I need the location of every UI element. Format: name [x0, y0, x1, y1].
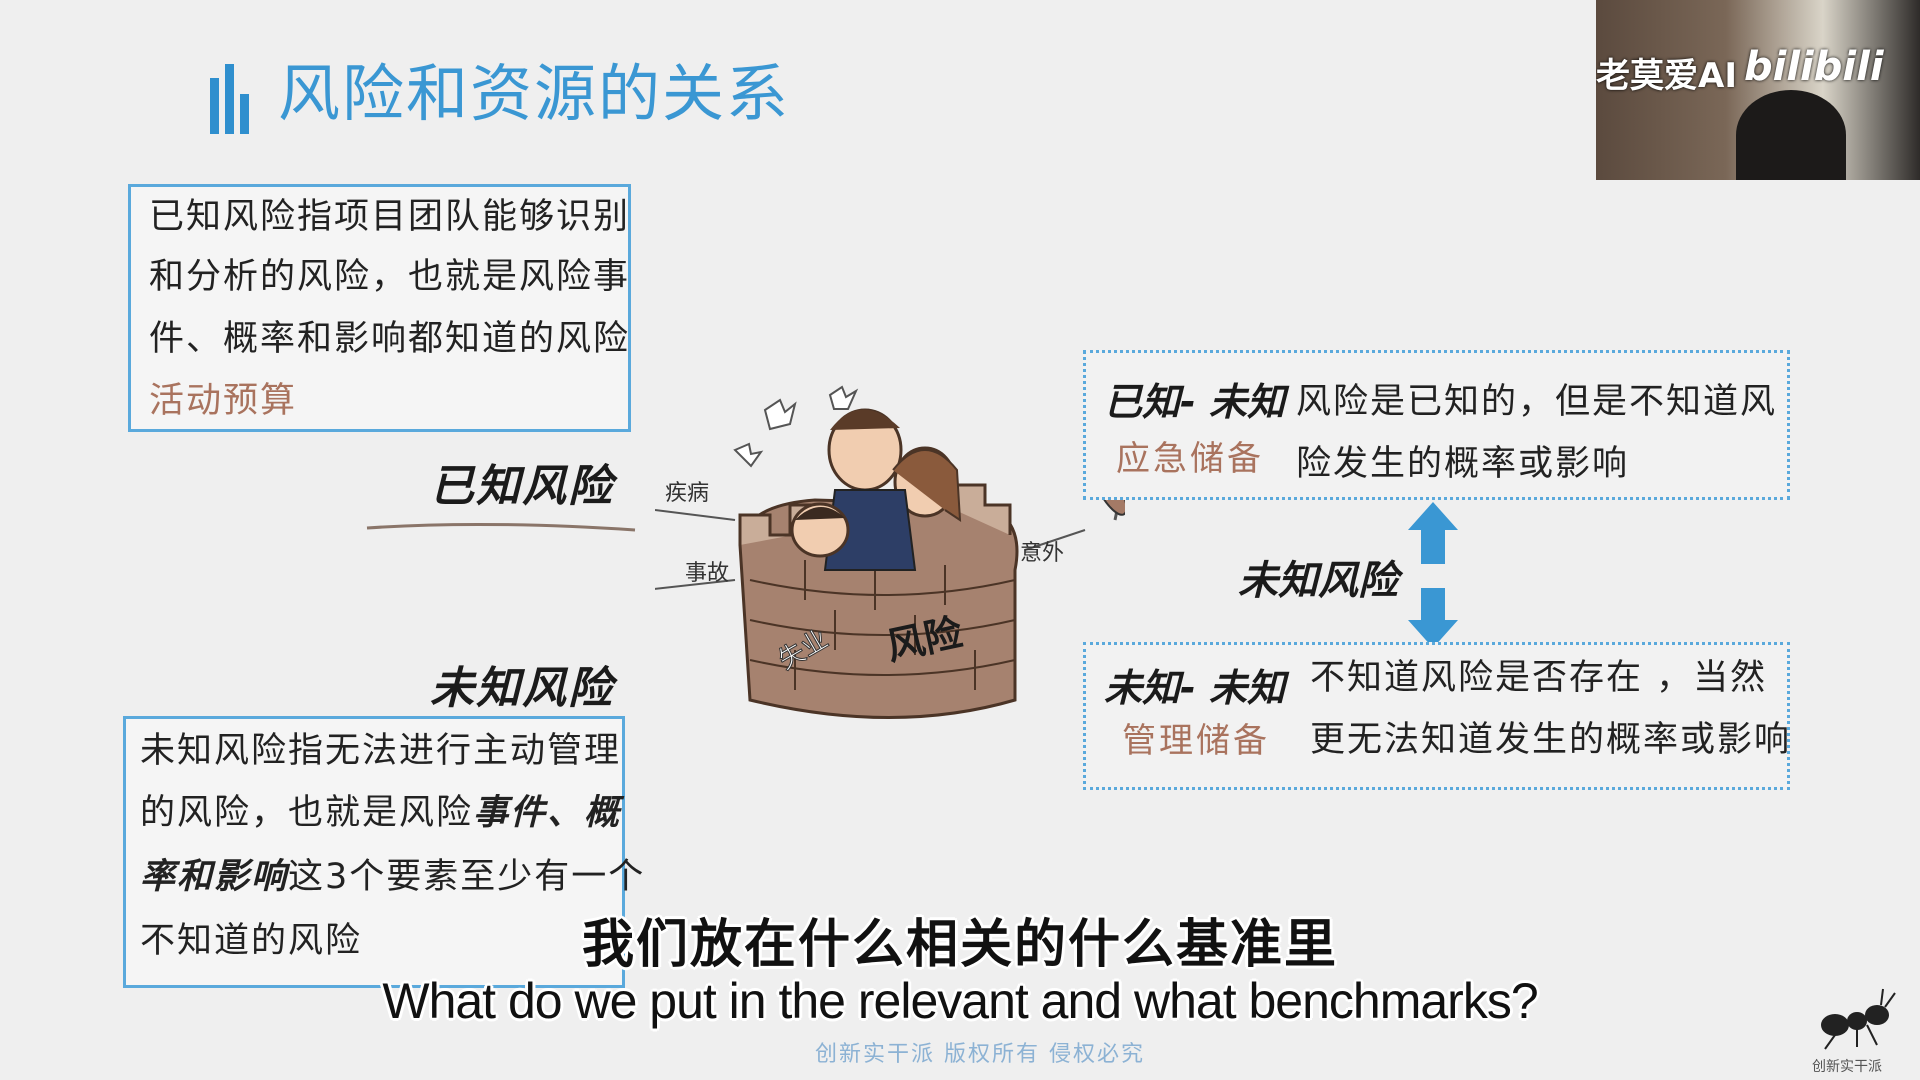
page-title: 风险和资源的关系: [278, 57, 791, 130]
arrow-label: 事故: [685, 561, 729, 586]
bilibili-logo: bilibili: [1744, 44, 1884, 90]
unknown-risk-text: 这3个要素至少有一个: [288, 857, 646, 897]
subtitle-english: What do we put in the relevant and what …: [382, 973, 1538, 1029]
known-unknown-label: 已知- 未知: [1104, 380, 1286, 424]
known-risk-line: 件、概率和影响都知道的风险: [149, 319, 631, 359]
known-risk-heading: 已知风险: [430, 461, 614, 512]
known-risk-line: 和分析的风险，也就是风险事: [149, 257, 631, 297]
unknown-risk-heading: 未知风险: [430, 663, 614, 714]
known-unknown-text: 风险是已知的，但是不知道风: [1296, 382, 1778, 422]
activity-budget-label: 活动预算: [149, 381, 298, 421]
subtitle-chinese: 我们放在什么相关的什么基准里: [581, 915, 1338, 975]
risk-tower-illustration: 风险 失业 疾病 事故 意外: [655, 385, 1125, 719]
channel-name: 老莫爱AI: [1596, 56, 1737, 96]
management-reserve-label: 管理储备: [1122, 721, 1270, 761]
corner-logo-text: 创新实干派: [1812, 1059, 1882, 1075]
known-risk-box: 已知风险指项目团队能够识别 和分析的风险，也就是风险事 件、概率和影响都知道的风…: [128, 184, 631, 432]
unknown-risk-line: 率和影响这3个要素至少有一个: [140, 845, 645, 909]
unknown-unknown-label: 未知- 未知: [1104, 666, 1286, 710]
underline-stroke: [366, 522, 636, 532]
unknown-unknown-text: 不知道风险是否存在 ，当然: [1310, 658, 1768, 698]
known-unknown-text: 险发生的概率或影响: [1296, 444, 1630, 484]
unknown-risk-line: 的风险，也就是风险事件、概: [140, 781, 621, 845]
known-risk-line: 已知风险指项目团队能够识别: [149, 197, 631, 237]
unknown-risk-emphasis: 事件、概: [473, 793, 622, 833]
unknown-unknown-box: 未知- 未知 管理储备 不知道风险是否存在 ，当然 更无法知道发生的概率或影响: [1083, 642, 1790, 790]
arrow-label: 疾病: [665, 481, 709, 506]
unknown-risk-text: 的风险，也就是风险: [140, 793, 474, 833]
contingency-reserve-label: 应急储备: [1116, 439, 1264, 479]
unknown-risk-line: 不知道的风险: [140, 921, 363, 961]
copyright-footer: 创新实干派 版权所有 侵权必究: [815, 1042, 1145, 1067]
unknown-risk-center-label: 未知风险: [1238, 558, 1398, 604]
unknown-risk-emphasis: 率和影响: [140, 857, 289, 897]
double-arrow-icon: [1408, 502, 1458, 648]
unknown-unknown-text: 更无法知道发生的概率或影响: [1310, 720, 1792, 760]
arrow-label: 意外: [1020, 541, 1064, 566]
unknown-risk-box: 未知风险指无法进行主动管理 的风险，也就是风险事件、概 率和影响这3个要素至少有…: [123, 716, 643, 988]
ant-logo-icon: [1821, 988, 1896, 1050]
unknown-risk-line: 未知风险指无法进行主动管理: [140, 731, 622, 771]
known-unknown-box: 已知- 未知 应急储备 风险是已知的，但是不知道风 险发生的概率或影响: [1083, 350, 1790, 500]
presenter-silhouette: [1736, 90, 1846, 180]
webcam-overlay: 老莫爱AI bilibili: [1596, 0, 1920, 180]
